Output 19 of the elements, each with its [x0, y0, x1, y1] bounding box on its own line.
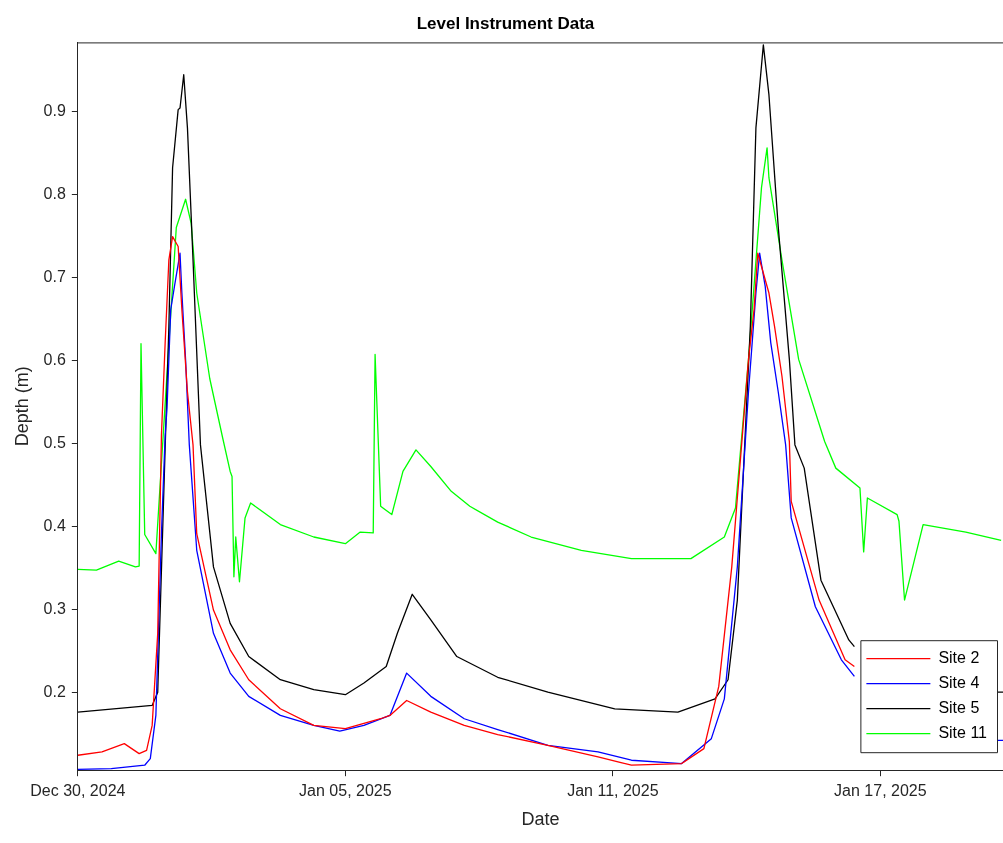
- y-tick-label: 0.9: [43, 101, 66, 119]
- y-axis-title: Depth (m): [11, 366, 32, 447]
- x-tick-label: Jan 05, 2025: [299, 782, 392, 800]
- x-tick-label: Jan 11, 2025: [567, 782, 659, 800]
- y-tick-label: 0.7: [43, 267, 66, 285]
- y-tick-label: 0.2: [43, 682, 66, 700]
- legend-label: Site 2: [938, 649, 980, 667]
- x-axis-title: Date: [521, 809, 560, 830]
- y-tick-label: 0.3: [43, 599, 66, 617]
- x-tick-label: Jan 17, 2025: [834, 782, 927, 800]
- y-tick-label: 0.8: [43, 184, 66, 202]
- y-tick-label: 0.6: [43, 350, 66, 368]
- y-tick-label: 0.5: [43, 433, 66, 451]
- chart-title: Level Instrument Data: [416, 13, 595, 33]
- legend-label: Site 11: [938, 724, 988, 742]
- legend-label: Site 4: [938, 674, 980, 692]
- y-tick-label: 0.4: [43, 516, 66, 534]
- x-tick-label: Dec 30, 2024: [30, 782, 126, 800]
- legend-label: Site 5: [938, 699, 980, 717]
